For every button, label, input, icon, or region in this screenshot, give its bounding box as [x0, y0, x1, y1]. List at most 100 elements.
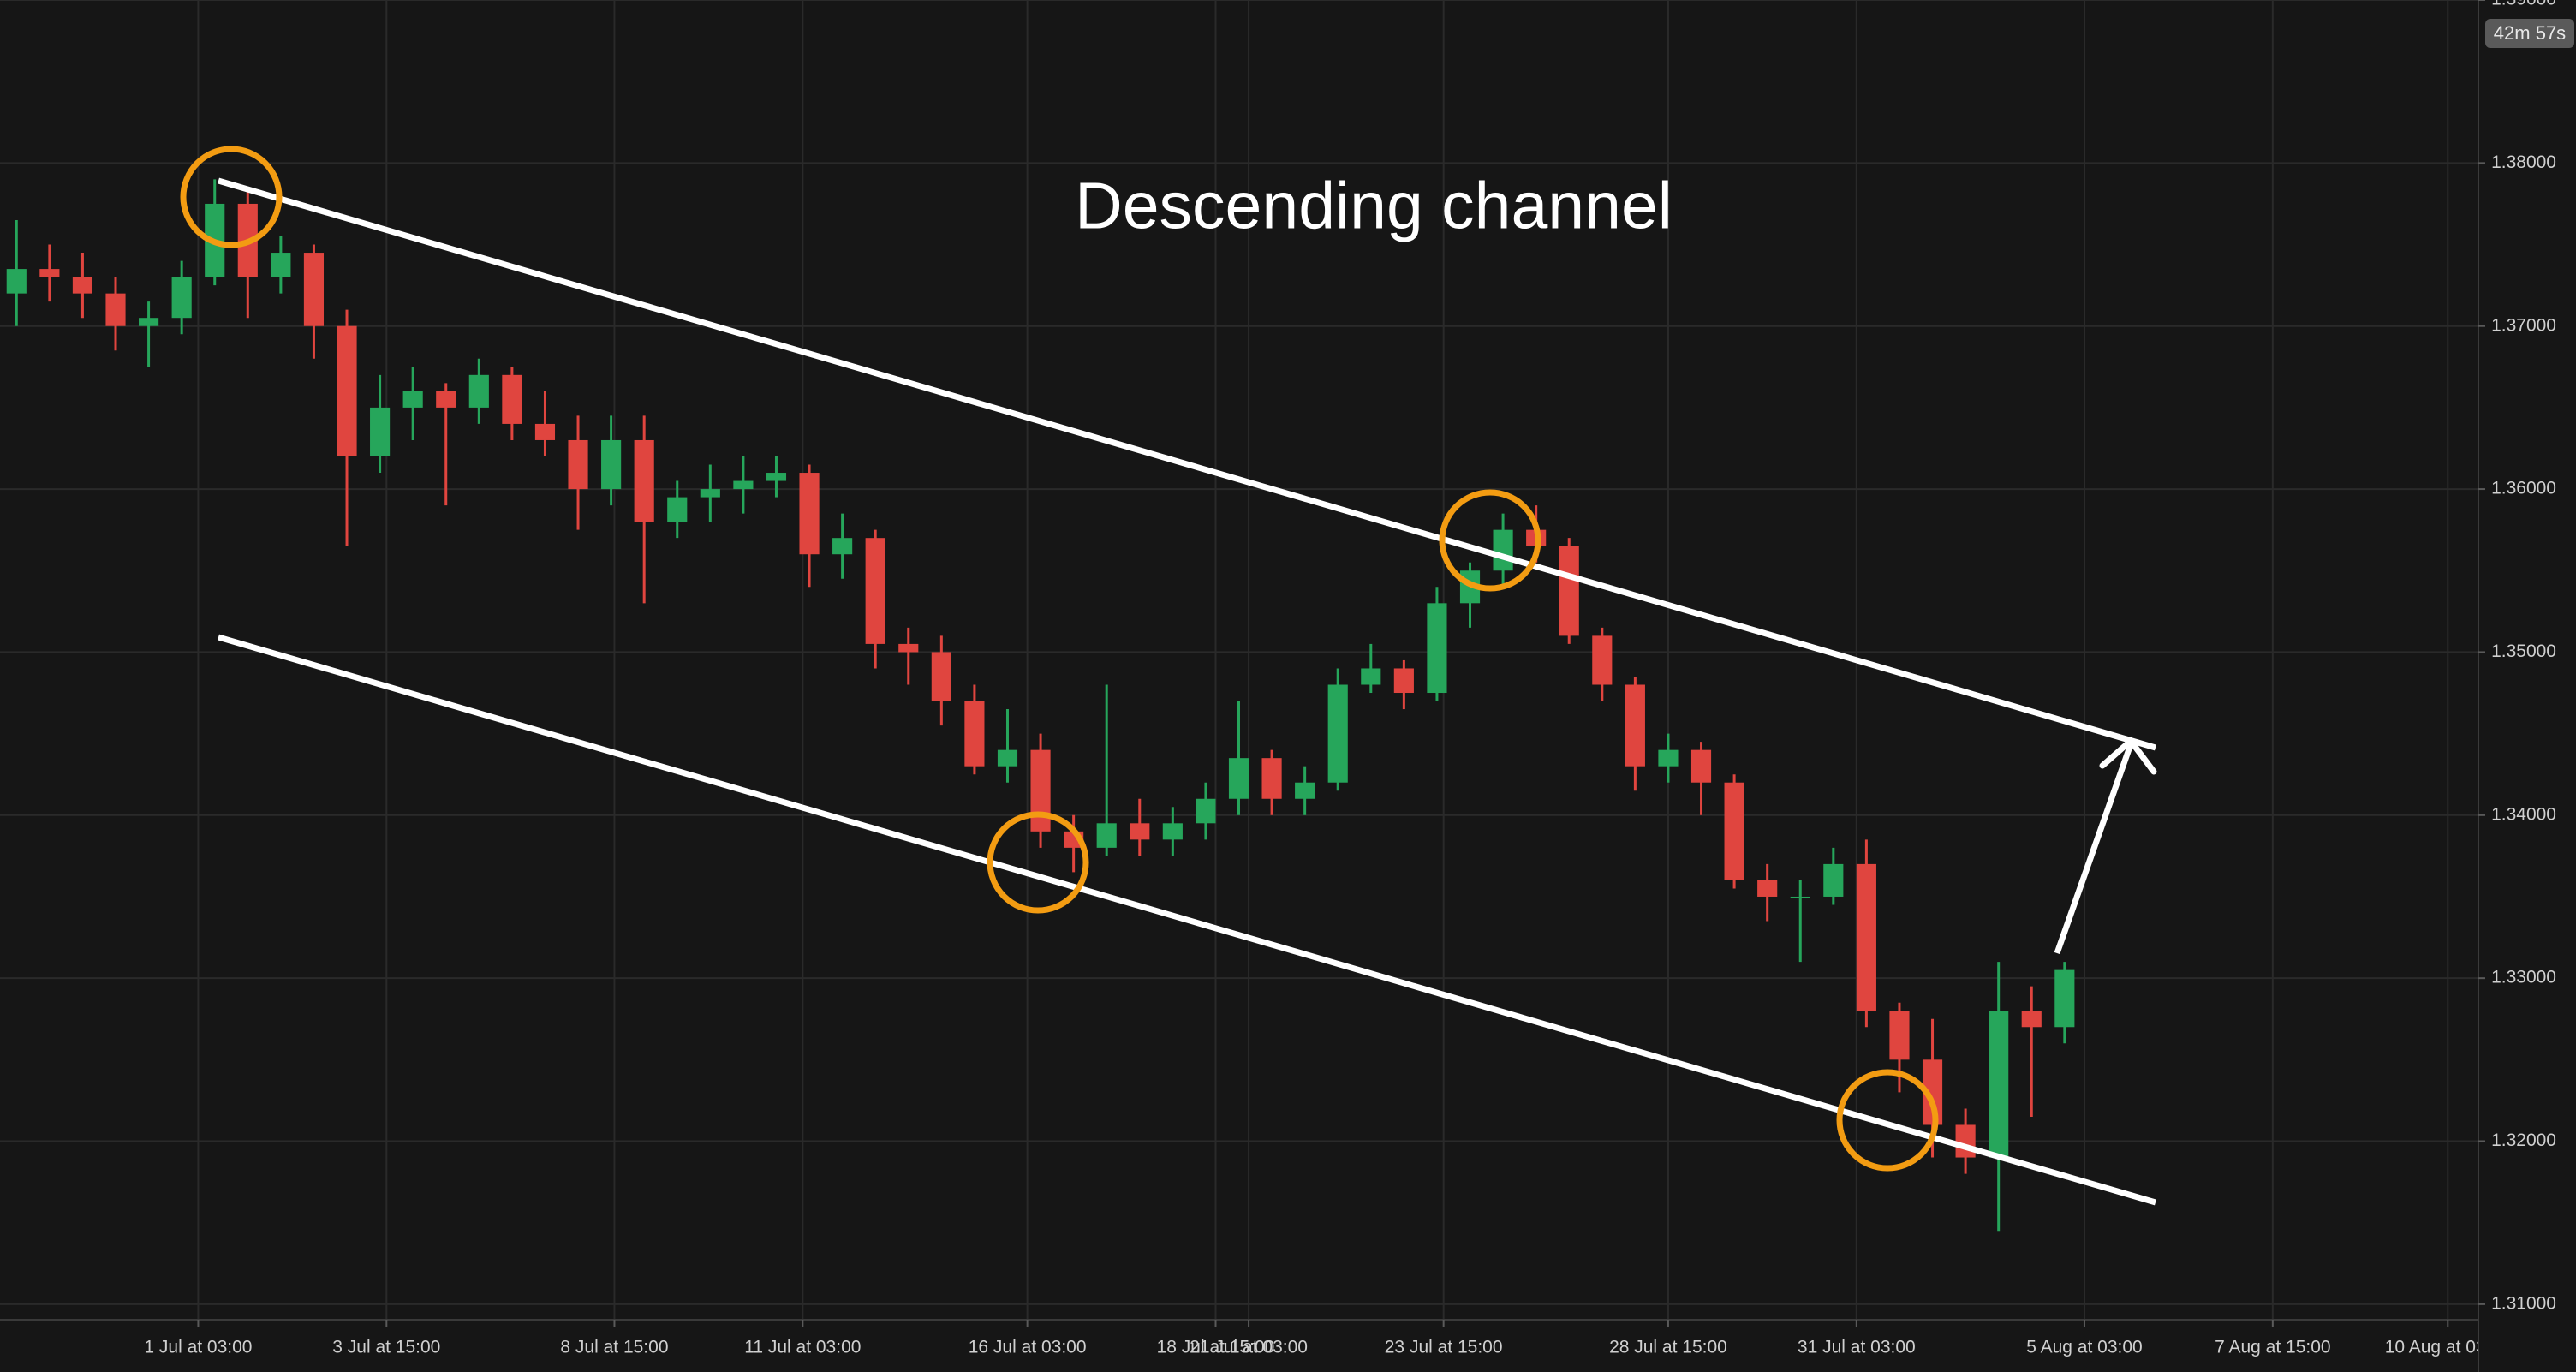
- y-tick-label: 1.37000: [2491, 315, 2556, 335]
- time-axis: 1 Jul at 03:00 3 Jul at 15:00 8 Jul at 15:…: [144, 1320, 2511, 1357]
- candle-body: [534, 423, 556, 440]
- candle-body: [271, 253, 291, 277]
- grid: [0, 0, 2478, 1319]
- candle-body: [832, 538, 853, 555]
- candle-body: [1658, 749, 1679, 767]
- candle-body: [1690, 749, 1712, 783]
- x-tick-label: 7 Aug at 15:00: [2215, 1338, 2330, 1357]
- x-tick-label: 31 Jul at 03:00: [1798, 1338, 1916, 1357]
- candle-body: [1889, 1011, 1910, 1060]
- y-tick-label: 1.39000: [2491, 0, 2556, 9]
- countdown-badge: [2485, 19, 2574, 48]
- touch-circle: [1836, 1069, 1939, 1172]
- y-tick-label: 1.31000: [2491, 1293, 2556, 1313]
- candle-body: [1757, 880, 1778, 897]
- candle-body: [898, 643, 919, 653]
- candle-body: [1261, 758, 1282, 799]
- candle-body: [799, 473, 820, 555]
- annotation-title: Descending channel: [1075, 169, 1673, 242]
- x-tick-label: 28 Jul at 15:00: [1609, 1338, 1727, 1357]
- candle-body: [700, 489, 720, 498]
- y-tick-label: 1.33000: [2491, 968, 2556, 987]
- candle-body: [1162, 823, 1183, 840]
- candles: [6, 179, 2075, 1232]
- candle-body: [997, 749, 1018, 767]
- drawings: Descending channel: [180, 146, 2157, 1206]
- candle-body: [766, 473, 787, 481]
- candle-body: [1922, 1059, 1943, 1125]
- x-tick-label: 8 Jul at 15:00: [560, 1338, 668, 1357]
- candle-body: [337, 325, 357, 457]
- candle-body: [601, 439, 622, 490]
- candle-body: [1228, 758, 1249, 799]
- x-tick-label: 16 Jul at 03:00: [969, 1338, 1087, 1357]
- candle-body: [1130, 823, 1150, 840]
- candle-body: [1427, 603, 1447, 694]
- candle-body: [39, 269, 60, 277]
- touch-circle: [1439, 489, 1541, 592]
- candle-body: [402, 391, 423, 408]
- x-tick-label: 18 Jul at 15:00: [1157, 1338, 1275, 1357]
- y-tick-label: 1.38000: [2491, 152, 2556, 172]
- candle-body: [865, 538, 886, 644]
- y-tick-label: 1.35000: [2491, 641, 2556, 661]
- candle-body: [733, 480, 754, 490]
- price-axis-panel: [2478, 0, 2576, 1372]
- x-tick-label: 3 Jul at 15:00: [332, 1338, 440, 1357]
- countdown: 42m 57s: [2494, 22, 2566, 44]
- channel-upper-line: [218, 177, 2156, 751]
- candle-body: [568, 439, 588, 490]
- x-tick-label: 1 Jul at 03:00: [144, 1338, 252, 1357]
- channel-lower-line: [218, 634, 2156, 1206]
- candle-body: [1625, 684, 1645, 767]
- candle-body: [370, 407, 391, 457]
- x-tick-label: 10 Aug at 03:00: [2385, 1338, 2511, 1357]
- candle-body: [1096, 823, 1117, 848]
- candle-body: [1030, 749, 1051, 832]
- touch-circle: [180, 146, 283, 248]
- x-tick-label: 5 Aug at 03:00: [2026, 1338, 2142, 1357]
- candle-body: [667, 497, 688, 522]
- candle-body: [6, 269, 27, 294]
- candle-body: [1989, 1011, 2009, 1158]
- candle-body: [1856, 863, 1876, 1011]
- y-tick-label: 1.32000: [2491, 1130, 2556, 1150]
- candle-body: [2021, 1011, 2042, 1028]
- candle-body: [1955, 1124, 1976, 1158]
- arrow-shaft: [2054, 743, 2134, 955]
- candle-body: [1790, 896, 1810, 898]
- candle-body: [1295, 782, 1315, 799]
- candle-body: [634, 439, 654, 522]
- candle-body: [468, 374, 489, 408]
- price-axis: 1.31000 1.32000 1.33000 1.34000 1.35000 1.360…: [2478, 0, 2556, 1313]
- candle-body: [1724, 782, 1744, 880]
- x-tick-label: 23 Jul at 15:00: [1385, 1338, 1503, 1357]
- candle-body: [1393, 668, 1414, 694]
- x-tick-label: 21 Jul at 03:00: [1190, 1338, 1308, 1357]
- candle-body: [72, 277, 93, 294]
- candle-body: [171, 277, 192, 319]
- candle-body: [502, 374, 522, 424]
- candle-body: [105, 293, 126, 326]
- y-tick-label: 1.36000: [2491, 479, 2556, 498]
- candle-body: [139, 318, 159, 326]
- candle-body: [436, 391, 456, 408]
- candle-body: [931, 652, 951, 701]
- candle-body: [2054, 969, 2075, 1028]
- arrow-head: [2099, 736, 2157, 775]
- candle-body: [1559, 546, 1579, 636]
- candle-body: [1592, 635, 1613, 685]
- candle-body: [1361, 668, 1381, 685]
- candle-body: [964, 701, 985, 767]
- candle-body: [303, 253, 325, 326]
- candle-body: [1493, 529, 1513, 571]
- x-tick-label: 11 Jul at 03:00: [744, 1338, 861, 1357]
- candle-body: [1823, 863, 1844, 897]
- y-tick-label: 1.34000: [2491, 804, 2556, 824]
- touch-circle: [987, 811, 1089, 914]
- candle-body: [1327, 684, 1348, 783]
- candle-body: [1196, 798, 1216, 824]
